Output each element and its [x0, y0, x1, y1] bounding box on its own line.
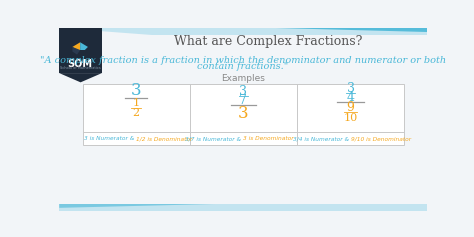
Text: 3: 3 — [238, 105, 249, 122]
Polygon shape — [59, 204, 427, 211]
Text: 3/4 is Numerator &: 3/4 is Numerator & — [292, 136, 350, 141]
Polygon shape — [59, 204, 214, 208]
Text: 3: 3 — [239, 85, 247, 98]
Text: 7: 7 — [239, 94, 247, 107]
Text: SOM: SOM — [68, 59, 93, 69]
Text: 3: 3 — [346, 82, 355, 95]
Text: 3 is Numerator & 1/2 is Denominator: 3 is Numerator & 1/2 is Denominator — [82, 136, 191, 141]
Text: School of Mathematics: School of Mathematics — [60, 67, 100, 70]
Text: "A complex fraction is a fraction in which the denominator and numerator or both: "A complex fraction is a fraction in whi… — [40, 55, 446, 64]
Polygon shape — [80, 42, 88, 50]
Text: 3 is Numerator &: 3 is Numerator & — [84, 136, 136, 141]
Polygon shape — [276, 28, 427, 32]
Text: 9/10 is Denominator: 9/10 is Denominator — [350, 136, 410, 141]
Text: 3/7 is Numerator &: 3/7 is Numerator & — [185, 136, 243, 141]
Text: 4: 4 — [346, 91, 355, 104]
Polygon shape — [73, 47, 80, 55]
Text: Examples: Examples — [221, 74, 265, 83]
Polygon shape — [73, 42, 80, 50]
FancyBboxPatch shape — [59, 28, 102, 73]
Polygon shape — [59, 73, 102, 82]
Text: 1/2 is Denominator: 1/2 is Denominator — [136, 136, 192, 141]
Text: 10: 10 — [343, 113, 358, 123]
Text: 3: 3 — [131, 82, 141, 99]
Text: 1: 1 — [133, 98, 140, 108]
Text: 9: 9 — [346, 101, 355, 114]
Text: What are Complex Fractions?: What are Complex Fractions? — [174, 35, 363, 48]
Text: 3 is Denominator: 3 is Denominator — [243, 136, 294, 141]
Text: 2: 2 — [133, 108, 140, 118]
FancyBboxPatch shape — [82, 84, 404, 146]
Polygon shape — [59, 28, 427, 35]
Text: contain fractions.": contain fractions." — [197, 62, 289, 71]
